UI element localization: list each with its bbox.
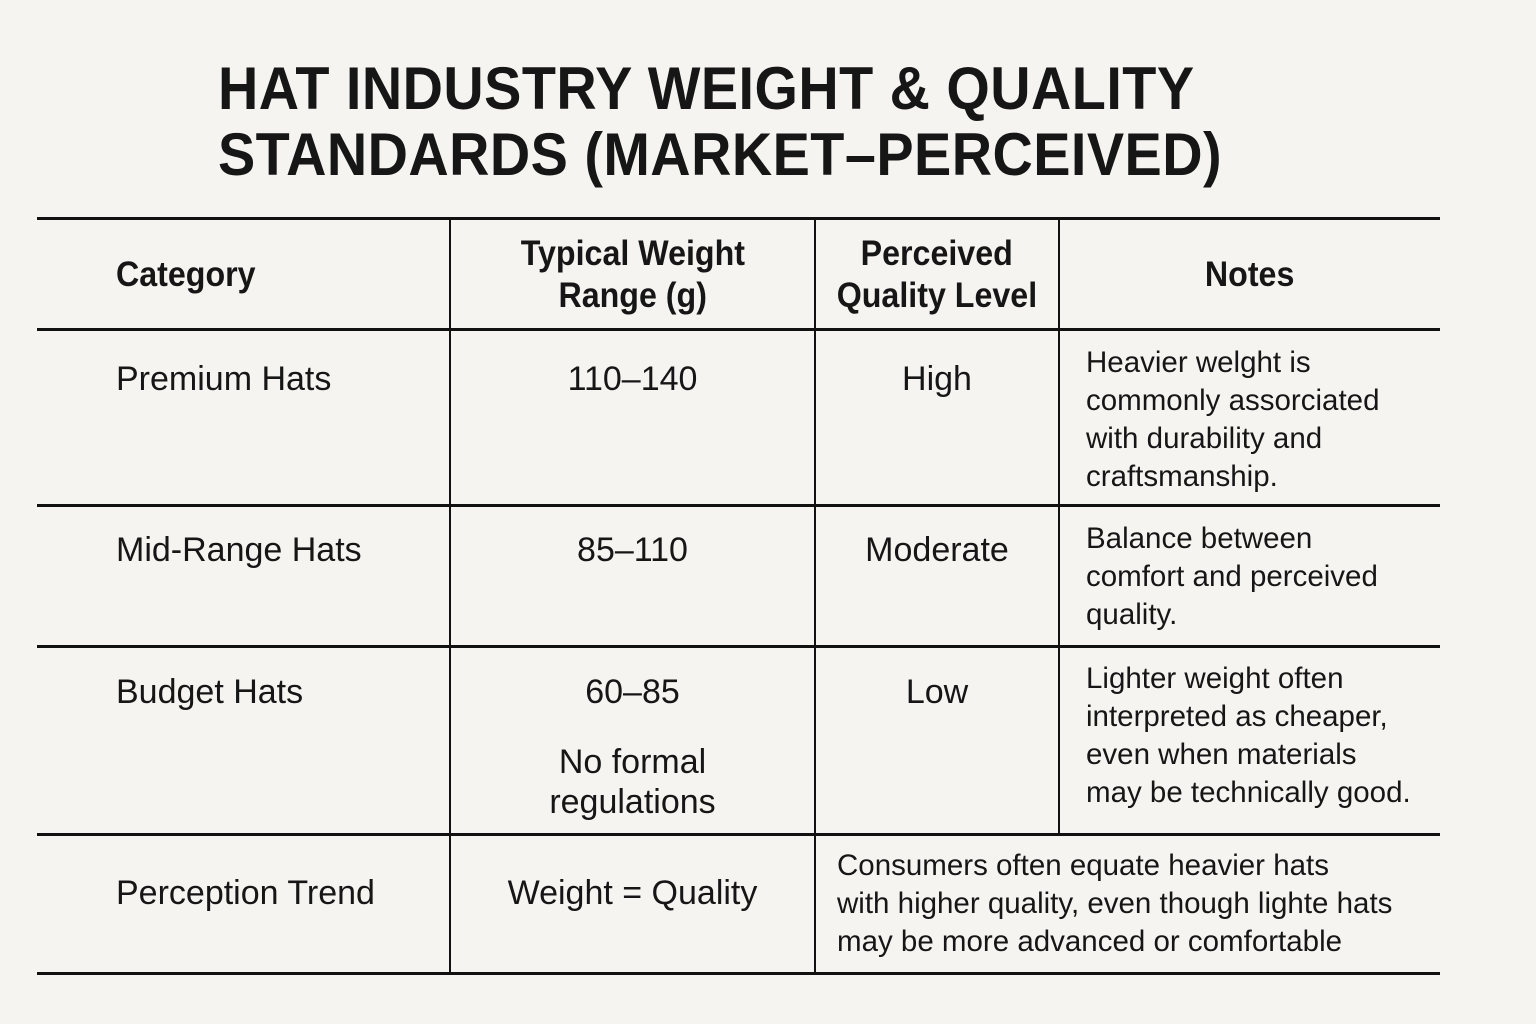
quality-text: High (902, 360, 972, 398)
cell-quality: Moderate (816, 530, 1058, 570)
notes-line: comfort and perceived (1086, 560, 1378, 593)
weight-text: 85–110 (577, 531, 688, 569)
weight-note-line: regulations (549, 783, 716, 821)
cell-quality: Low (816, 672, 1058, 712)
category-text: Mid-Range Hats (116, 531, 362, 569)
header-notes-label: Notes (1205, 254, 1295, 294)
row-rule-2 (37, 645, 1440, 648)
header-weight-label-1: Typical Weight (520, 233, 745, 273)
cell-weight: 60–85 No formal regulations (451, 672, 814, 822)
notes-line: even when materials (1086, 738, 1357, 771)
title-line-2: STANDARDS (MARKET–PERCEIVED) (218, 121, 1223, 188)
weight-text: 60–85 (585, 673, 680, 711)
cell-notes-merged: Consumers often equate heavier hats with… (837, 847, 1440, 961)
table-bottom-rule (37, 972, 1440, 975)
row-rule-3 (37, 833, 1440, 836)
quality-text: Low (905, 673, 969, 711)
weight-text: 110–140 (567, 360, 698, 398)
notes-line: may be technically good. (1086, 776, 1411, 809)
header-notes: Notes (1060, 220, 1440, 329)
notes-line: quality. (1086, 598, 1178, 631)
header-quality-label-2: Quality Level (836, 275, 1038, 315)
row-rule-1 (37, 504, 1440, 507)
category-text: Perception Trend (116, 874, 375, 912)
header-weight-label-2: Range (g) (558, 275, 707, 315)
cell-quality: High (816, 359, 1058, 399)
cell-weight: 110–140 (451, 359, 814, 399)
header-category-label: Category (116, 254, 256, 294)
cell-category: Budget Hats (116, 672, 446, 712)
notes-line: craftsmanship. (1086, 460, 1278, 493)
category-text: Budget Hats (116, 673, 304, 711)
column-divider-3 (1058, 218, 1060, 835)
header-category: Category (116, 220, 446, 329)
cell-category: Premium Hats (116, 359, 446, 399)
table-top-rule (37, 217, 1440, 220)
cell-notes: Lighter weight often interpreted as chea… (1086, 660, 1440, 812)
notes-line: with durability and (1086, 422, 1323, 455)
header-quality: Perceived Quality Level (816, 220, 1058, 329)
column-divider-2 (814, 218, 816, 974)
column-divider-1 (449, 218, 451, 974)
notes-line: Lighter weight often (1086, 662, 1344, 695)
notes-line: interpreted as cheaper, (1086, 700, 1388, 733)
cell-category: Mid-Range Hats (116, 530, 446, 570)
weight-note-line: No formal (558, 743, 707, 781)
cell-notes: Heavier welght is commonly assorciated w… (1086, 344, 1440, 496)
page-title: HAT INDUSTRY WEIGHT & QUALITY STANDARDS … (218, 56, 1222, 188)
notes-line: with higher quality, even though lighte … (837, 887, 1393, 920)
header-quality-label-1: Perceived (860, 233, 1014, 273)
weight-text: Weight = Quality (507, 874, 758, 912)
notes-line: may be more advanced or comfortable (837, 925, 1343, 958)
notes-line: Balance between (1086, 522, 1313, 555)
header-bottom-rule (37, 328, 1440, 331)
cell-category: Perception Trend (116, 873, 446, 913)
cell-notes: Balance between comfort and perceived qu… (1086, 520, 1440, 634)
title-line-1: HAT INDUSTRY WEIGHT & QUALITY (218, 55, 1195, 122)
quality-text: Moderate (865, 531, 1009, 569)
notes-line: Consumers often equate heavier hats (837, 849, 1329, 882)
cell-weight: 85–110 (451, 530, 814, 570)
notes-line: Heavier welght is (1086, 346, 1311, 379)
notes-line: commonly assorciated (1086, 384, 1380, 417)
cell-weight: Weight = Quality (451, 873, 814, 913)
header-weight: Typical Weight Range (g) (451, 220, 814, 329)
category-text: Premium Hats (116, 360, 332, 398)
